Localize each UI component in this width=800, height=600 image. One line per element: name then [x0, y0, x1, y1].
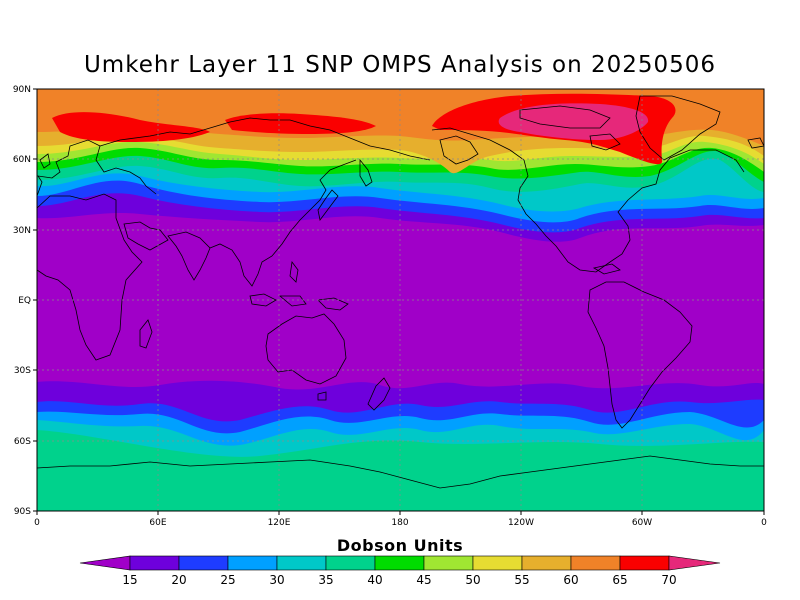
lat-label: 30N — [13, 226, 31, 236]
colorbar-box — [227, 555, 278, 571]
lon-label: 0 — [761, 518, 767, 528]
colorbar-box — [472, 555, 523, 571]
lat-label: 90S — [14, 507, 31, 517]
lat-label: 60S — [14, 437, 31, 447]
colorbar-label: 35 — [318, 573, 333, 587]
colorbar-labels: 15 20 25 30 35 40 45 50 55 60 65 70 — [122, 573, 676, 587]
colorbar — [79, 555, 721, 571]
colorbar-box — [325, 555, 376, 571]
colorbar-overflow-triangle — [668, 555, 721, 571]
colorbar-label: 25 — [220, 573, 235, 587]
lat-label: EQ — [18, 296, 31, 306]
colorbar-label: 70 — [661, 573, 676, 587]
colorbar-box — [570, 555, 621, 571]
tick-marks — [33, 88, 765, 515]
band-south-40 — [37, 430, 764, 511]
colorbar-box — [129, 555, 180, 571]
colorbar-label: 30 — [269, 573, 284, 587]
colorbar-label: 50 — [465, 573, 480, 587]
plot-title: Umkehr Layer 11 SNP OMPS Analysis on 202… — [83, 52, 717, 78]
lon-label: 0 — [34, 518, 40, 528]
colorbar-underflow-triangle — [79, 555, 131, 571]
colorbar-title: Dobson Units — [336, 536, 464, 555]
colorbar-box — [619, 555, 670, 571]
colorbar-box — [521, 555, 572, 571]
lon-label: 60W — [632, 518, 652, 528]
lon-label: 180 — [391, 518, 408, 528]
lon-label: 120W — [508, 518, 534, 528]
lat-label: 90N — [13, 85, 31, 95]
lat-label: 60N — [13, 155, 31, 165]
max-north-atlantic — [52, 112, 210, 142]
colorbar-label: 15 — [122, 573, 137, 587]
graticule — [37, 89, 764, 511]
max-core — [498, 103, 649, 140]
colorbar-label: 45 — [416, 573, 431, 587]
lon-label: 120E — [268, 518, 291, 528]
coastlines — [37, 95, 764, 489]
colorbar-box — [374, 555, 425, 571]
max-siberia — [225, 113, 376, 134]
colorbar-label: 40 — [367, 573, 382, 587]
colorbar-label: 65 — [612, 573, 627, 587]
lon-label: 60E — [149, 518, 166, 528]
colorbar-label: 20 — [171, 573, 186, 587]
colorbar-label: 60 — [563, 573, 578, 587]
colorbar-box — [423, 555, 474, 571]
colorbar-box — [276, 555, 327, 571]
lat-label: 30S — [14, 366, 31, 376]
latitude-labels: 90N 60N 30N EQ 30S 60S 90S — [13, 85, 31, 517]
colorbar-box — [178, 555, 229, 571]
longitude-labels: 0 60E 120E 180 120W 60W 0 — [34, 518, 767, 528]
colorbar-label: 55 — [514, 573, 529, 587]
